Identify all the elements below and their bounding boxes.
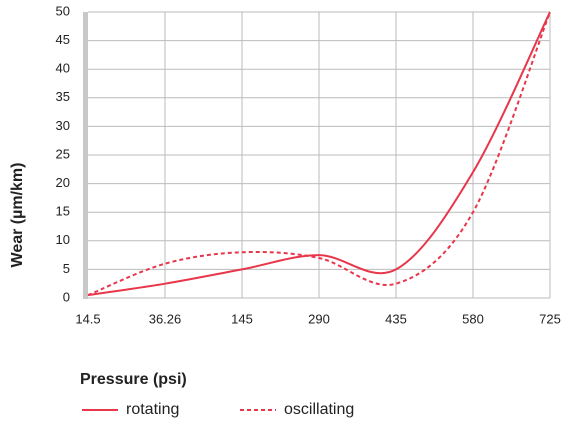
y-tick-label: 50 [56, 3, 70, 18]
line [87, 11, 551, 297]
x-tick-label: 580 [462, 311, 484, 326]
x-tick-label: 145 [231, 311, 253, 326]
y-tick-label: 25 [56, 146, 70, 161]
y-tick-label: 20 [56, 175, 70, 190]
y-tick-label: 10 [56, 232, 70, 247]
x-tick-label: 36.26 [149, 311, 182, 326]
y-axis-label: Wear (µm/km) [9, 163, 26, 268]
legend-title: Pressure (psi) [80, 371, 187, 388]
y-tick-label: 30 [56, 118, 70, 133]
y-tick-label: 40 [56, 61, 70, 76]
x-tick-label: 14.5 [75, 311, 100, 326]
x-tick-label: 725 [539, 311, 561, 326]
legend-label: oscillating [284, 401, 354, 418]
y-tick-label: 15 [56, 204, 70, 219]
y-tick-label: 35 [56, 89, 70, 104]
y-tick-label: 5 [63, 261, 70, 276]
y-tick-label: 45 [56, 32, 70, 47]
y-tick-label: 0 [63, 289, 70, 304]
y-axis-bar [83, 12, 88, 299]
x-tick-label: 290 [308, 311, 330, 326]
legend-label: rotating [126, 401, 179, 418]
x-tick-label: 435 [385, 311, 407, 326]
